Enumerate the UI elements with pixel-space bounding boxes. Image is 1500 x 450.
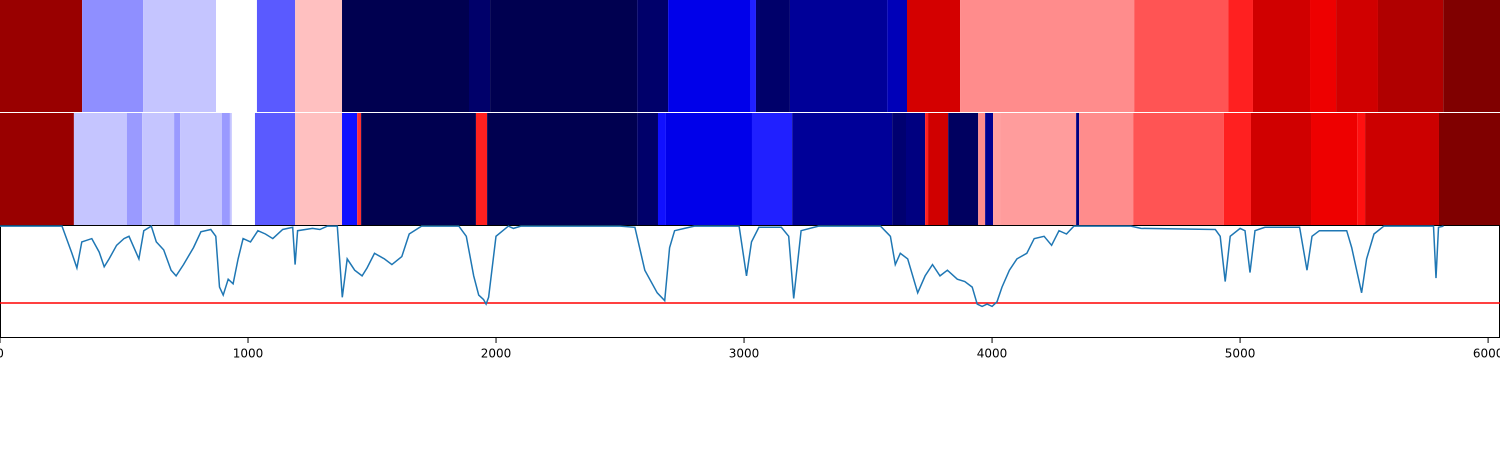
- segment: [174, 113, 181, 225]
- segment: [1438, 113, 1500, 225]
- segment: [73, 113, 127, 225]
- segment: [887, 0, 907, 112]
- segment: [1250, 113, 1312, 225]
- segment: [221, 113, 230, 225]
- segment: [487, 113, 638, 225]
- segment: [357, 113, 362, 225]
- segment: [342, 113, 358, 225]
- segment: [960, 0, 1135, 112]
- segment: [475, 113, 488, 225]
- segment: [229, 113, 232, 225]
- segment: [1223, 113, 1251, 225]
- segment: [1365, 113, 1439, 225]
- x-tick-label: 1000: [233, 347, 264, 361]
- segment: [789, 0, 888, 112]
- segment: [82, 0, 144, 112]
- segment: [925, 113, 929, 225]
- x-tick-label: 3000: [729, 347, 760, 361]
- segment: [490, 0, 638, 112]
- segment: [468, 0, 491, 112]
- segment: [668, 0, 750, 112]
- segment: [231, 113, 255, 225]
- segment: [1000, 113, 1077, 225]
- segment: [665, 113, 752, 225]
- segment: [180, 113, 222, 225]
- segment: [1311, 113, 1358, 225]
- segment: [906, 0, 961, 112]
- segment: [1134, 0, 1229, 112]
- segment: [792, 113, 893, 225]
- segment: [254, 113, 296, 225]
- segment: [892, 113, 907, 225]
- segment: [0, 0, 83, 112]
- segment: [637, 113, 658, 225]
- segment: [978, 113, 986, 225]
- segment: [1377, 0, 1444, 112]
- segment: [143, 0, 217, 112]
- segment: [1357, 113, 1366, 225]
- segment: [948, 113, 979, 225]
- segment: [216, 0, 257, 112]
- segment: [342, 0, 469, 112]
- segment: [361, 113, 476, 225]
- segment: [906, 113, 926, 225]
- segment: [295, 0, 343, 112]
- segment: [142, 113, 175, 225]
- plot-frame: [0, 225, 1500, 338]
- segment: [985, 113, 994, 225]
- segment: [1133, 113, 1224, 225]
- x-tick-label: 0: [0, 347, 4, 361]
- segment: [750, 0, 756, 112]
- segment: [1076, 113, 1080, 225]
- x-tick-label: 4000: [977, 347, 1008, 361]
- segment: [0, 113, 74, 225]
- segment: [1443, 0, 1500, 112]
- segment: [755, 0, 790, 112]
- segment: [256, 0, 296, 112]
- segment: [1079, 113, 1134, 225]
- segment: [1310, 0, 1337, 112]
- segment: [1336, 0, 1378, 112]
- segment: [126, 113, 143, 225]
- segment: [657, 113, 666, 225]
- confidence-line: [0, 224, 1444, 308]
- segment: [637, 0, 669, 112]
- segment: [295, 113, 343, 225]
- segment: [1252, 0, 1311, 112]
- x-tick-label: 2000: [481, 347, 512, 361]
- x-tick-label: 6000: [1473, 347, 1500, 361]
- segment: [751, 113, 793, 225]
- segment: [1228, 0, 1253, 112]
- x-tick-label: 5000: [1225, 347, 1256, 361]
- segment: [928, 113, 949, 225]
- segment: [993, 113, 1001, 225]
